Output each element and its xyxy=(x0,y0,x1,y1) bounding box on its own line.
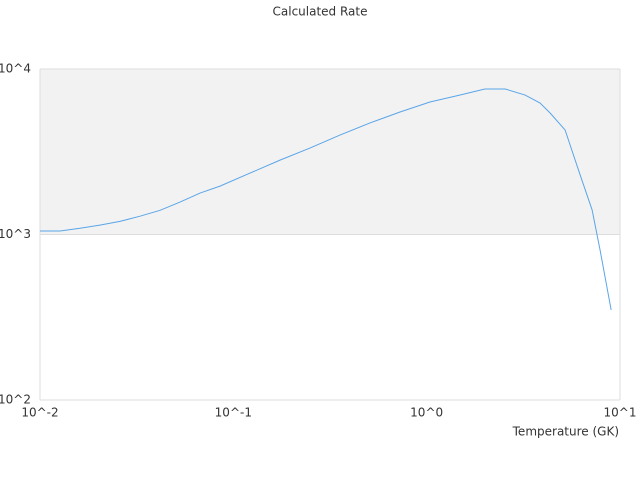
x-tick-label: 10^-1 xyxy=(215,406,252,420)
chart-title: Calculated Rate xyxy=(273,5,368,19)
x-axis-label: Temperature (GK) xyxy=(512,425,619,439)
x-tick-label: 10^-2 xyxy=(21,406,58,420)
x-tick-label: 10^0 xyxy=(410,406,443,420)
y-tick-label: 10^2 xyxy=(0,393,31,407)
data-line xyxy=(40,88,612,311)
y-tick-label: 10^3 xyxy=(0,227,31,241)
plot-band xyxy=(40,69,620,235)
x-tick-label: 10^1 xyxy=(604,406,637,420)
y-tick-label: 10^4 xyxy=(0,62,31,76)
